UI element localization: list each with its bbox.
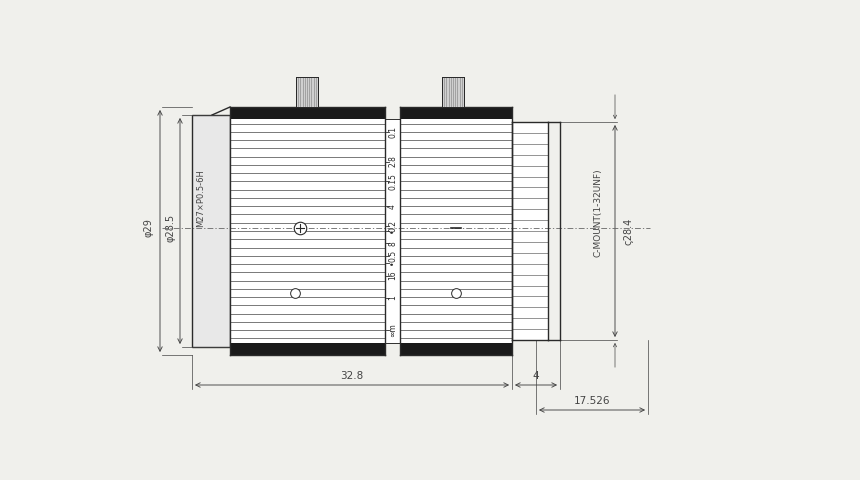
Bar — [296, 77, 318, 107]
Text: φ28.5: φ28.5 — [165, 214, 175, 242]
Text: 4: 4 — [532, 371, 539, 381]
Text: •: • — [388, 261, 397, 265]
Text: 4: 4 — [388, 204, 397, 209]
Text: C-MOUNT(1-32UNF): C-MOUNT(1-32UNF) — [593, 168, 603, 257]
Text: M27×P0.5-6H: M27×P0.5-6H — [196, 169, 206, 227]
Text: 2.8: 2.8 — [388, 156, 397, 168]
Bar — [385, 119, 400, 343]
Bar — [400, 343, 512, 355]
Text: •: • — [388, 229, 397, 233]
Text: ς28.4: ς28.4 — [624, 217, 634, 245]
Bar — [230, 107, 385, 119]
Text: φ29: φ29 — [143, 218, 153, 238]
Text: 0.5: 0.5 — [388, 250, 397, 262]
Bar — [512, 122, 548, 340]
Bar — [400, 107, 512, 119]
Bar — [192, 115, 230, 347]
Text: 0.2: 0.2 — [388, 220, 397, 232]
Bar — [230, 107, 385, 355]
Bar — [230, 343, 385, 355]
Text: 0.1: 0.1 — [388, 126, 397, 138]
Text: 1: 1 — [388, 296, 397, 300]
Bar — [442, 77, 464, 107]
Text: 17.526: 17.526 — [574, 396, 611, 406]
Text: 16: 16 — [388, 271, 397, 280]
Text: 32.8: 32.8 — [341, 371, 364, 381]
Text: 0.15: 0.15 — [388, 173, 397, 190]
Text: ∞m: ∞m — [388, 324, 397, 337]
Bar — [400, 107, 512, 355]
Text: 8: 8 — [388, 241, 397, 246]
